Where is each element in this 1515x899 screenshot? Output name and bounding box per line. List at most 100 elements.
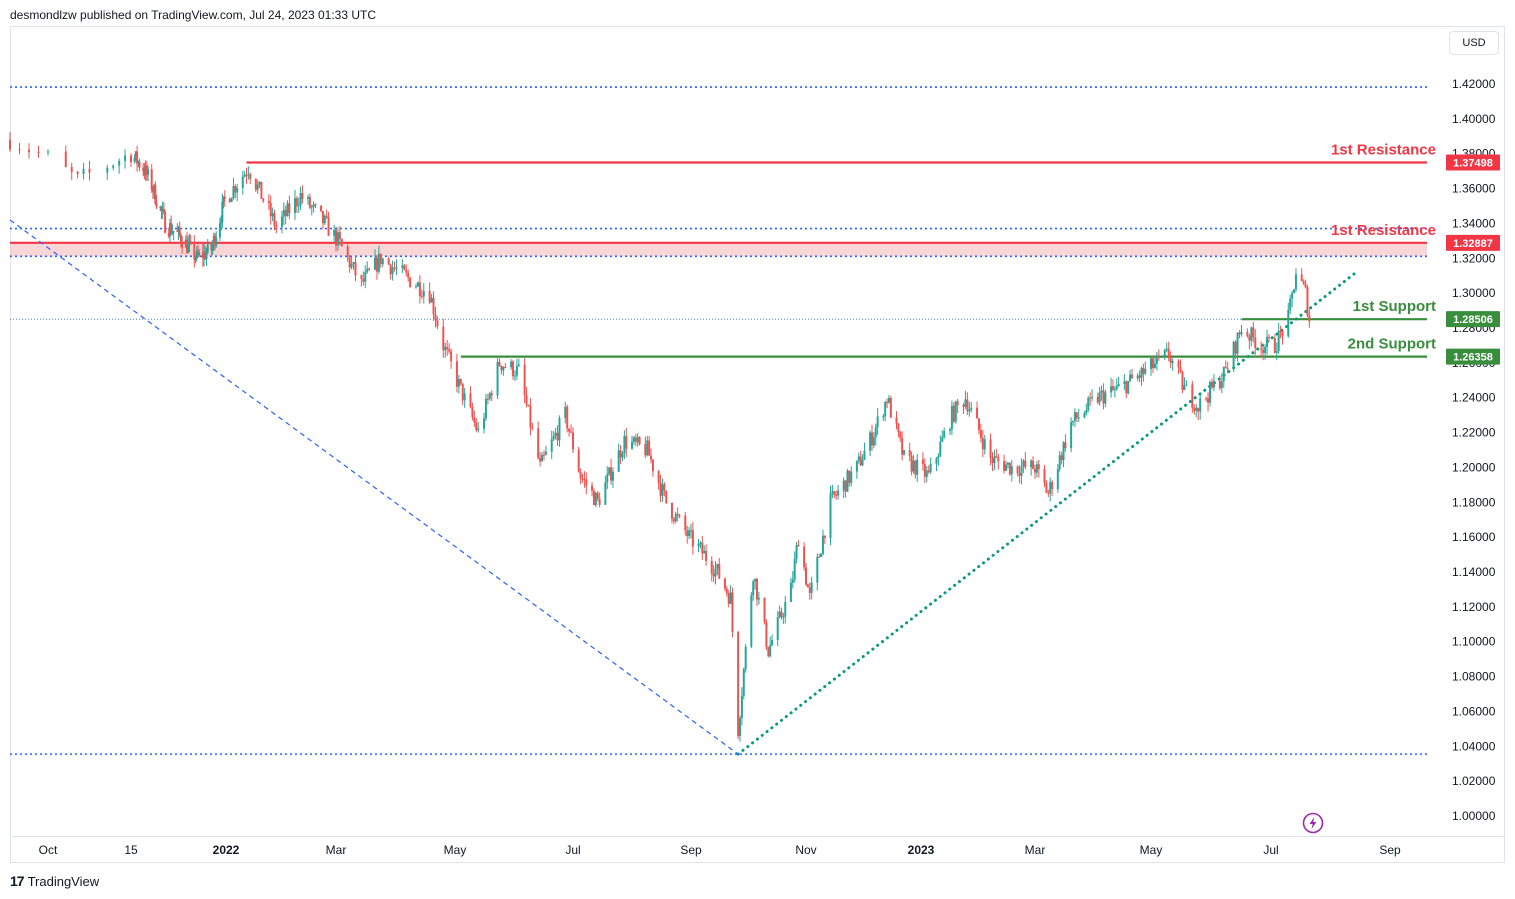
candle-body-42 (178, 227, 181, 236)
candle-body-441 (1220, 381, 1223, 389)
candle-body-192 (554, 432, 557, 436)
candle-body-152 (446, 346, 449, 350)
candle-body-111 (335, 229, 337, 246)
candle-body-84 (262, 198, 265, 201)
candle-body-390 (1083, 413, 1086, 418)
candle-body-167 (486, 398, 489, 400)
candle-body-343 (954, 401, 957, 422)
candle-body-470 (1300, 274, 1303, 281)
trendline-0[interactable] (9, 219, 739, 755)
candle-body-25 (150, 169, 153, 190)
candle-body-40 (176, 231, 179, 233)
candle-body-287 (806, 584, 809, 588)
candle-body-296 (831, 491, 834, 494)
candle-body-223 (636, 437, 639, 442)
candle-body-418 (1155, 355, 1158, 364)
y-tick-label-17: 1.08000 (1452, 670, 1496, 684)
candle-body-300 (842, 480, 845, 491)
candle-body-469 (1294, 274, 1297, 290)
currency-button[interactable]: USD (1449, 31, 1499, 55)
candle-body-248 (703, 550, 706, 554)
chart-frame (10, 26, 1505, 863)
candle-body-213 (610, 467, 613, 481)
publisher-header: desmondlzw published on TradingView.com,… (10, 8, 376, 22)
candle-body-391 (1085, 410, 1088, 414)
candle-body-429 (1185, 384, 1188, 386)
candle-body-47 (187, 243, 190, 253)
tradingview-logo-icon: 17 (10, 873, 25, 889)
candle-body-91 (282, 209, 285, 217)
candle-body-34 (164, 212, 167, 233)
candle-body-436 (1207, 398, 1210, 403)
x-tick-label-0: Oct (39, 843, 58, 857)
candle-body-149 (436, 320, 439, 327)
x-tick-label-10: May (1140, 843, 1163, 857)
candle-body-322 (899, 431, 902, 438)
candle-body-451 (1248, 336, 1251, 341)
candle-body-325 (908, 450, 911, 456)
candle-body-307 (859, 456, 862, 466)
candle-body-122 (364, 272, 367, 282)
candle-body-405 (1123, 381, 1126, 385)
candle-body-144 (422, 290, 425, 297)
candle-body-350 (976, 407, 979, 419)
candle-body-171 (498, 362, 501, 366)
candle-body-277 (780, 611, 783, 618)
candle-body-324 (903, 450, 906, 455)
candle-body-235 (670, 502, 673, 519)
candle-body-41 (177, 227, 180, 232)
candle-body-88 (273, 213, 276, 226)
candle-body-232 (661, 484, 664, 496)
candle-body-229 (651, 459, 654, 472)
candle-body-298 (835, 495, 838, 497)
candle-body-76 (243, 174, 246, 177)
candle-body-264 (744, 646, 747, 669)
candle-body-168 (488, 393, 491, 399)
candle-body-20 (142, 167, 145, 171)
candle-body-266 (752, 581, 755, 596)
candle-body-202 (581, 478, 584, 480)
candle-body-339 (943, 431, 946, 438)
candle-body-236 (672, 518, 675, 522)
candle-body-114 (340, 239, 343, 247)
y-tick-label-16: 1.10000 (1452, 635, 1496, 649)
lightning-icon[interactable] (1302, 812, 1324, 834)
candle-body-156 (457, 378, 460, 387)
candle-body-230 (657, 471, 660, 483)
candle-body-43 (179, 235, 182, 243)
candle-body-137 (405, 269, 408, 273)
candle-body-409 (1130, 374, 1133, 379)
candle-body-396 (1098, 392, 1101, 403)
candle-body-116 (348, 256, 351, 268)
candle-body-108 (325, 215, 328, 218)
candle-body-285 (803, 546, 806, 568)
candle-body-257 (727, 593, 730, 604)
candle-body-35 (167, 232, 170, 237)
candle-body-161 (471, 406, 474, 418)
candle-body-433 (1197, 407, 1200, 412)
candle-body-165 (483, 418, 486, 429)
y-tick-label-12: 1.18000 (1452, 495, 1496, 509)
candle-body-148 (434, 314, 437, 321)
candle-body-37 (170, 223, 173, 234)
x-tick-label-7: Nov (795, 843, 816, 857)
candle-body-46 (186, 239, 189, 253)
candle-body-72 (232, 186, 235, 199)
candle-body-22 (144, 165, 147, 176)
candle-body-313 (874, 427, 877, 438)
candle-body-438 (1210, 382, 1213, 388)
candle-body-63 (214, 235, 217, 246)
candle-body-32 (161, 209, 164, 212)
candle-body-105 (320, 205, 323, 212)
y-tick-label-5: 1.32000 (1452, 251, 1496, 265)
candle-body-74 (236, 187, 239, 193)
candle-body-45 (184, 239, 187, 248)
candle-body-348 (968, 409, 971, 412)
candle-body-378 (1049, 482, 1052, 494)
candle-body-163 (475, 422, 478, 431)
candle-body-96 (295, 198, 298, 206)
candle-body-254 (718, 563, 721, 579)
candle-body-215 (617, 450, 620, 472)
candle-body-260 (737, 631, 740, 736)
